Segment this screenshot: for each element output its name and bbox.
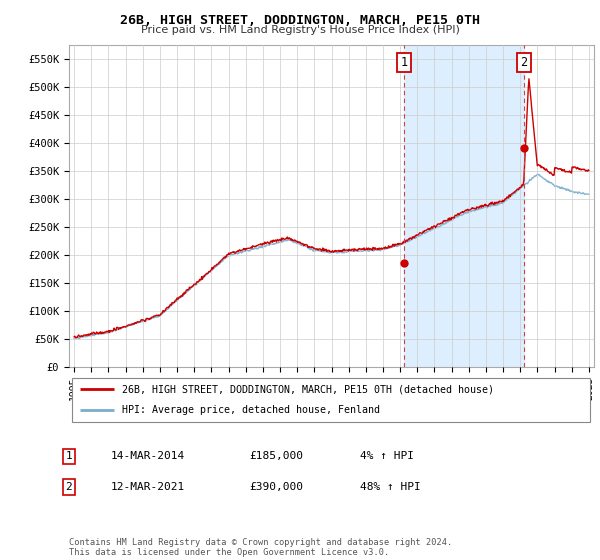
Text: 26B, HIGH STREET, DODDINGTON, MARCH, PE15 0TH: 26B, HIGH STREET, DODDINGTON, MARCH, PE1… [120,14,480,27]
Text: 1: 1 [65,451,73,461]
Text: £390,000: £390,000 [249,482,303,492]
Bar [404,45,524,367]
Text: 4% ↑ HPI: 4% ↑ HPI [360,451,414,461]
Text: Contains HM Land Registry data © Crown copyright and database right 2024.
This d: Contains HM Land Registry data © Crown c… [69,538,452,557]
Text: Price paid vs. HM Land Registry's House Price Index (HPI): Price paid vs. HM Land Registry's House … [140,25,460,35]
Text: 12-MAR-2021: 12-MAR-2021 [111,482,185,492]
Text: 2: 2 [520,56,527,69]
Text: 2: 2 [65,482,73,492]
Text: 48% ↑ HPI: 48% ↑ HPI [360,482,421,492]
Text: 14-MAR-2014: 14-MAR-2014 [111,451,185,461]
Text: £185,000: £185,000 [249,451,303,461]
Text: HPI: Average price, detached house, Fenland: HPI: Average price, detached house, Fenl… [121,405,380,416]
Text: 1: 1 [400,56,407,69]
FancyBboxPatch shape [71,378,590,422]
Text: 26B, HIGH STREET, DODDINGTON, MARCH, PE15 0TH (detached house): 26B, HIGH STREET, DODDINGTON, MARCH, PE1… [121,384,493,394]
